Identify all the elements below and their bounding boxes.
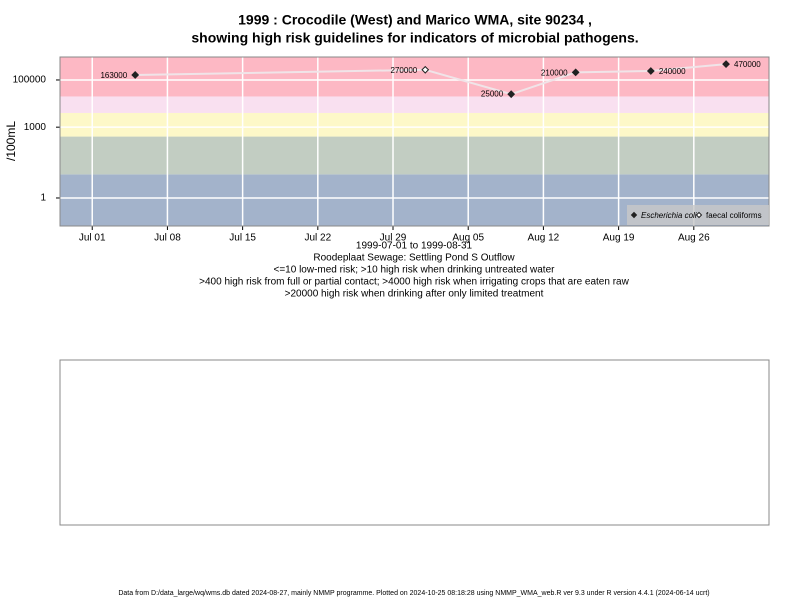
- risk-band: [60, 112, 769, 137]
- note: Roodeplaat Sewage: Settling Pond S Outfl…: [313, 253, 515, 264]
- y-axis-label: /100mL: [4, 121, 18, 161]
- footer: Data from D:/data_large/wq/wms.db dated …: [118, 590, 709, 597]
- empty-panel: [59, 359, 770, 526]
- note: >400 high risk from full or partial cont…: [199, 277, 629, 288]
- connector: [650, 63, 727, 72]
- risk-band: [60, 96, 769, 113]
- y-tick-label: 1000: [24, 122, 47, 133]
- note: <=10 low-med risk; >10 high risk when dr…: [274, 265, 556, 276]
- x-tick-label: Aug 19: [603, 233, 635, 244]
- x-tick-label: Aug 26: [678, 233, 710, 244]
- x-tick-label: Aug 12: [528, 233, 560, 244]
- connector: [510, 71, 576, 96]
- data-label: 210000: [541, 68, 568, 77]
- data-point: [131, 71, 140, 79]
- x-tick-label: Jul 15: [229, 233, 256, 244]
- risk-band: [60, 57, 769, 97]
- data-point: [722, 60, 730, 69]
- data-point: [507, 90, 516, 99]
- chart-title: 1999 : Crocodile (West) and Marico WMA, …: [238, 12, 592, 28]
- plot-frame: [59, 56, 770, 227]
- x-axis-label: 1999-07-01 to 1999-08-31: [356, 241, 473, 252]
- plot-area: [60, 57, 769, 226]
- y-tick-label: 100000: [13, 75, 47, 86]
- x-tick-label: Aug 05: [452, 233, 484, 244]
- data-label: 25000: [481, 89, 504, 98]
- data-point: [421, 65, 430, 74]
- legend-marker: [695, 211, 703, 219]
- connector: [424, 68, 512, 96]
- chart-title: showing high risk guidelines for indicat…: [191, 30, 638, 46]
- connector: [135, 68, 426, 76]
- legend-label: Escherichia coli: [641, 211, 697, 220]
- y-tick-label: 1: [40, 193, 46, 204]
- risk-band: [60, 136, 769, 175]
- data-label: 163000: [100, 71, 127, 80]
- x-tick-label: Jul 22: [304, 233, 331, 244]
- data-point: [646, 67, 655, 75]
- x-tick-label: Jul 08: [154, 233, 181, 244]
- data-label: 270000: [391, 66, 418, 75]
- x-tick-label: Jul 29: [380, 233, 407, 244]
- legend: Escherichia coli faecal coliforms: [627, 205, 769, 225]
- legend-label: faecal coliforms: [706, 211, 762, 220]
- legend-marker: [630, 211, 638, 219]
- x-tick-label: Jul 01: [79, 233, 106, 244]
- connector: [575, 69, 651, 74]
- data-label: 470000: [734, 60, 761, 69]
- data-label: 240000: [659, 67, 686, 76]
- note: >20000 high risk when drinking after onl…: [285, 289, 544, 300]
- data-point: [571, 68, 580, 77]
